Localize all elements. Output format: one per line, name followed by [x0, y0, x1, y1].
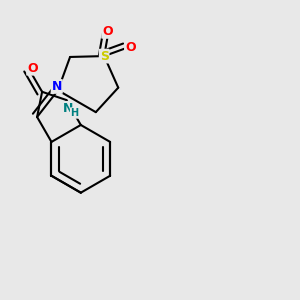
Text: N: N [52, 80, 62, 93]
Text: O: O [102, 25, 113, 38]
Text: H: H [70, 108, 79, 118]
Text: S: S [100, 50, 109, 63]
Text: O: O [125, 41, 136, 54]
Text: N: N [63, 102, 73, 115]
Text: O: O [27, 62, 38, 75]
